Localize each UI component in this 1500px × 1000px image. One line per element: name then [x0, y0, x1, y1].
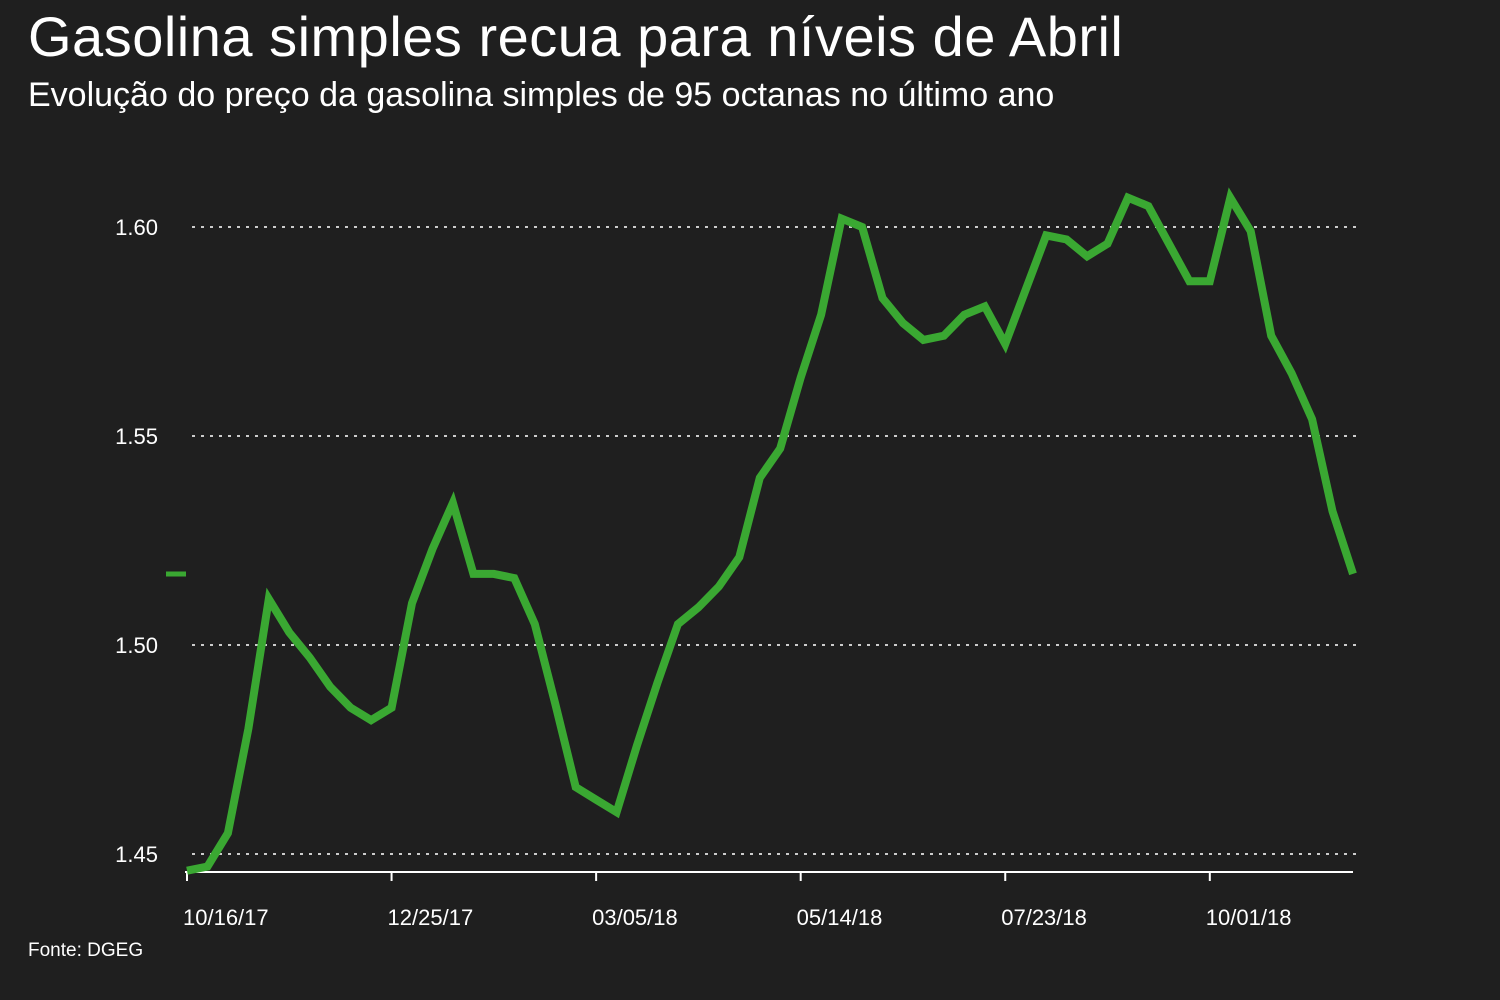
x-tick-label: 12/25/17: [388, 905, 474, 930]
chart-subtitle: Evolução do preço da gasolina simples de…: [28, 76, 1055, 114]
series-line-price: [186, 187, 1357, 875]
chart-title: Gasolina simples recua para níveis de Ab…: [28, 5, 1124, 68]
y-tick-label: 1.55: [115, 424, 158, 449]
gridlines: [192, 226, 1358, 855]
y-tick-label: 1.60: [115, 215, 158, 240]
x-tick-label: 10/01/18: [1206, 905, 1292, 930]
x-tick-label: 07/23/18: [1001, 905, 1087, 930]
x-tick-label: 10/16/17: [183, 905, 269, 930]
x-tick-label: 05/14/18: [797, 905, 883, 930]
y-tick-label: 1.50: [115, 633, 158, 658]
x-axis-ticks: 10/16/17 12/25/17 03/05/18 05/14/18 07/23/18…: [183, 872, 1291, 930]
y-axis-labels: 1.45 1.50 1.55 1.60: [115, 215, 158, 867]
source-note: Fonte: DGEG: [28, 940, 144, 961]
x-tick-label: 03/05/18: [592, 905, 678, 930]
y-tick-label: 1.45: [115, 842, 158, 867]
